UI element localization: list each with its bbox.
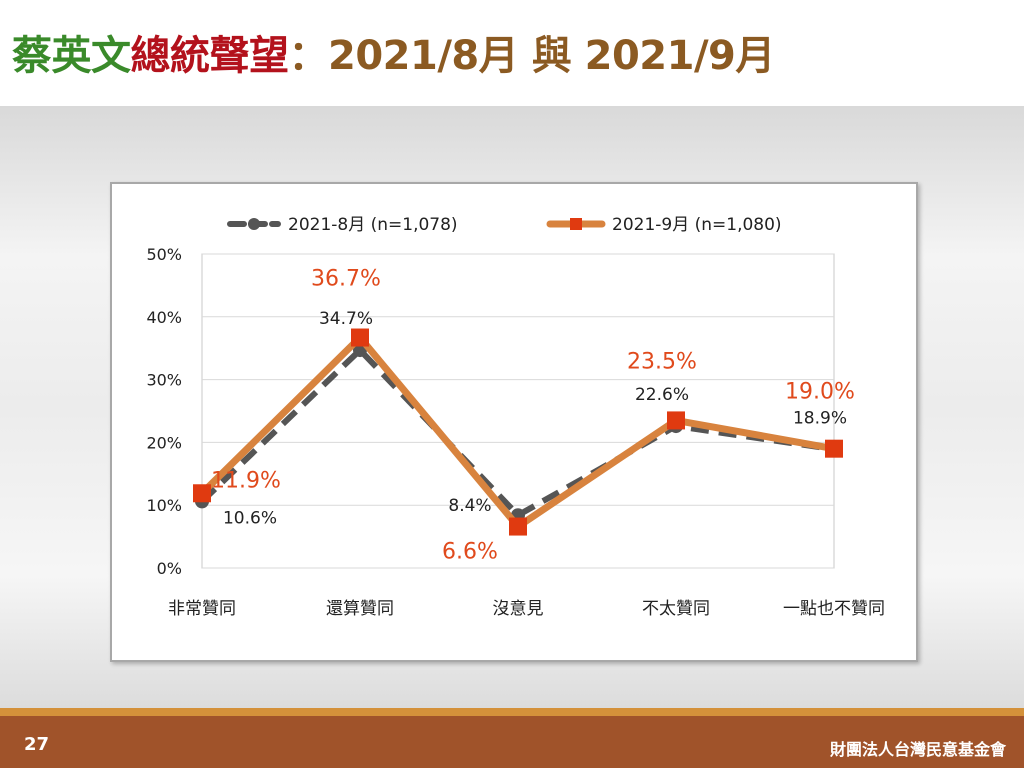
x-category-label: 一點也不贊同 (783, 599, 885, 619)
data-label-aug: 34.7% (319, 309, 373, 329)
data-label-aug: 10.6% (223, 508, 277, 528)
slide-title: 蔡英文總統聲望：2021/8月 與 2021/9月 (12, 26, 775, 86)
series-line-sep (199, 334, 835, 531)
data-label-sep: 36.7% (311, 267, 381, 292)
y-tick-label: 40% (146, 308, 182, 327)
series-line-aug (199, 347, 835, 519)
y-tick-label: 20% (146, 433, 182, 452)
page-number: 27 (24, 734, 50, 755)
y-tick-label: 10% (146, 496, 182, 515)
line-chart: 0% 10% 20% 30% 40% 50% 非常贊同 還算贊同 沒意見 不太贊同 一點也不贊同 20… (146, 215, 885, 619)
legend-label-aug: 2021-8月 (n=1,078) (288, 215, 458, 235)
y-tick-label: 0% (157, 559, 182, 578)
y-tick-label: 30% (146, 371, 182, 390)
title-topic: 總統聲望 (130, 33, 290, 79)
data-label-aug: 8.4% (448, 496, 491, 516)
data-label-aug: 22.6% (635, 385, 689, 405)
title-period: ：2021/8月 與 2021/9月 (288, 33, 776, 79)
chart-panel: 0% 10% 20% 30% 40% 50% 非常贊同 還算贊同 沒意見 不太贊同 一點也不贊同 20… (110, 182, 918, 662)
data-label-aug: 18.9% (793, 408, 847, 428)
data-label-sep: 11.9% (211, 468, 281, 493)
legend-label-sep: 2021-9月 (n=1,080) (612, 215, 782, 235)
x-category-label: 沒意見 (493, 599, 544, 619)
x-category-label: 不太贊同 (642, 599, 710, 619)
data-point-sep (825, 439, 843, 458)
x-category-label: 還算贊同 (326, 599, 394, 619)
data-label-sep: 23.5% (627, 349, 697, 374)
legend-marker-aug (248, 218, 260, 230)
title-bar: 蔡英文總統聲望：2021/8月 與 2021/9月 (0, 0, 1024, 106)
x-category-label: 非常贊同 (168, 599, 236, 619)
data-point-sep (509, 517, 527, 536)
data-point-sep (193, 484, 211, 503)
title-president-name: 蔡英文 (12, 33, 131, 79)
data-label-sep: 19.0% (785, 380, 855, 405)
organization-name: 財團法人台灣民意基金會 (829, 740, 1006, 759)
data-point-sep (351, 328, 369, 347)
footer-bar: 27 財團法人台灣民意基金會 (0, 708, 1024, 768)
data-label-sep: 6.6% (442, 540, 498, 565)
y-tick-label: 50% (146, 245, 182, 264)
data-point-sep (667, 411, 685, 430)
legend-marker-sep (570, 218, 582, 230)
